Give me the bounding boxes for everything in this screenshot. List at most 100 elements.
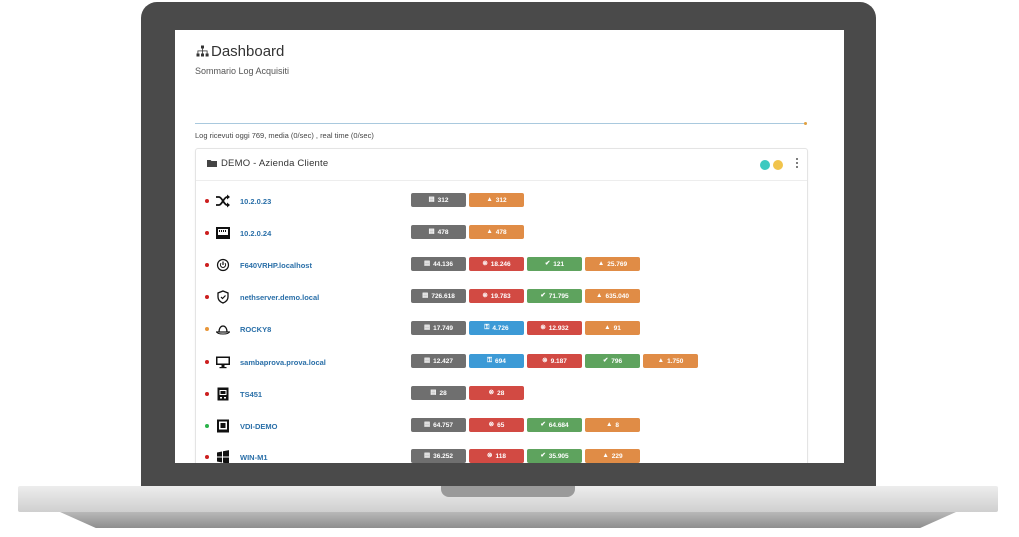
blue-count-badge[interactable]: ⚿ 694	[469, 354, 524, 368]
orange-count-badge[interactable]: ▲ 91	[585, 321, 640, 335]
badge-value: 64.757	[433, 421, 454, 429]
host-row[interactable]: 10.2.0.24 ▤ 478 ▲ 478	[196, 225, 807, 245]
badge-value: 1.750	[667, 357, 684, 365]
host-name-link[interactable]: nethserver.demo.local	[240, 293, 320, 302]
red-count-badge[interactable]: ⊗ 19.783	[469, 289, 524, 303]
more-options-icon[interactable]	[796, 158, 799, 170]
badge-value: 726.618	[431, 292, 455, 300]
status-indicator-yellow	[773, 160, 783, 170]
page-header: Dashboard	[196, 43, 284, 60]
orange-count-badge[interactable]: ▲ 229	[585, 449, 640, 463]
list-icon: ▤	[423, 259, 431, 267]
orange-count-badge[interactable]: ▲ 635.040	[585, 289, 640, 303]
host-row[interactable]: sambaprova.prova.local ▤ 12.427 ⚿ 694 ⊗ 9.187 ✔…	[196, 354, 807, 374]
gray-count-badge[interactable]: ▤ 64.757	[411, 418, 466, 432]
host-status-dot	[205, 199, 209, 203]
host-name-link[interactable]: VDI-DEMO	[240, 422, 278, 431]
host-row[interactable]: F640VRHP.localhost ▤ 44.136 ⊗ 18.246 ✔ 121 ▲ 25.…	[196, 257, 807, 277]
host-status-dot	[205, 231, 209, 235]
warning-icon: ▲	[486, 195, 493, 203]
red-count-badge[interactable]: ⊗ 9.187	[527, 354, 582, 368]
orange-count-badge[interactable]: ▲ 25.769	[585, 257, 640, 271]
badge-value: 36.252	[433, 452, 454, 460]
host-name-link[interactable]: TS451	[240, 390, 263, 399]
green-count-badge[interactable]: ✔ 35.905	[527, 449, 582, 463]
red-count-badge[interactable]: ⊗ 18.246	[469, 257, 524, 271]
gray-count-badge[interactable]: ▤ 28	[411, 386, 466, 400]
gray-count-badge[interactable]: ▤ 17.749	[411, 321, 466, 335]
host-name-link[interactable]: ROCKY8	[240, 325, 272, 334]
page-subtitle: Sommario Log Acquisiti	[195, 66, 290, 76]
host-row[interactable]: nethserver.demo.local ▤ 726.618 ⊗ 19.783 ✔ 71.…	[196, 289, 807, 309]
warning-icon: ▲	[602, 451, 609, 459]
list-icon: ▤	[428, 227, 435, 235]
error-icon: ⊗	[487, 451, 493, 459]
host-name-link[interactable]: 10.2.0.23	[240, 197, 272, 206]
orange-count-badge[interactable]: ▲ 478	[469, 225, 524, 239]
error-icon: ⊗	[488, 420, 495, 428]
check-icon: ✔	[540, 451, 546, 459]
log-summary: Log ricevuti oggi 769, media (0/sec) , r…	[195, 131, 374, 140]
badge-value: 19.783	[490, 292, 511, 300]
folder-icon	[207, 160, 217, 167]
gray-count-badge[interactable]: ▤ 312	[411, 193, 466, 207]
host-row[interactable]: WIN-M1 ▤ 36.252 ⊗ 118 ✔ 35.905 ▲ 229	[196, 449, 807, 463]
check-icon: ✔	[540, 291, 546, 299]
gray-count-badge[interactable]: ▤ 36.252	[411, 449, 466, 463]
orange-count-badge[interactable]: ▲ 8	[585, 418, 640, 432]
divider-marker	[804, 122, 807, 125]
divider	[195, 123, 806, 124]
host-name-link[interactable]: sambaprova.prova.local	[240, 358, 326, 367]
host-row[interactable]: TS451 ▤ 28 ⊗ 28	[196, 386, 807, 406]
list-icon: ▤	[423, 323, 431, 331]
host-row[interactable]: 10.2.0.23 ▤ 312 ▲ 312	[196, 193, 807, 213]
gray-count-badge[interactable]: ▤ 44.136	[411, 257, 466, 271]
host-name-link[interactable]: 10.2.0.24	[240, 229, 272, 238]
key-icon: ⚿	[484, 323, 490, 331]
host-status-dot	[205, 392, 209, 396]
badge-value: 796	[611, 357, 623, 365]
warning-icon: ▲	[597, 259, 605, 267]
error-icon: ⊗	[540, 323, 546, 331]
red-count-badge[interactable]: ⊗ 65	[469, 418, 524, 432]
green-count-badge[interactable]: ✔ 121	[527, 257, 582, 271]
host-badges: ▤ 28 ⊗ 28	[411, 386, 527, 400]
green-count-badge[interactable]: ✔ 796	[585, 354, 640, 368]
list-icon: ▤	[423, 420, 431, 428]
hat-icon	[215, 322, 231, 336]
badge-value: 229	[611, 452, 623, 460]
blue-count-badge[interactable]: ⚿ 4.726	[469, 321, 524, 335]
host-name-link[interactable]: F640VRHP.localhost	[240, 261, 312, 270]
host-badges: ▤ 312 ▲ 312	[411, 193, 527, 207]
host-badges: ▤ 17.749 ⚿ 4.726 ⊗ 12.932 ▲ 91	[411, 321, 643, 335]
error-icon: ⊗	[482, 291, 488, 299]
green-count-badge[interactable]: ✔ 71.795	[527, 289, 582, 303]
badge-value: 64.684	[548, 421, 569, 429]
power-icon	[215, 258, 231, 272]
host-row[interactable]: ROCKY8 ▤ 17.749 ⚿ 4.726 ⊗ 12.932 ▲ 91	[196, 321, 807, 341]
nas-icon	[215, 387, 231, 401]
green-count-badge[interactable]: ✔ 64.684	[527, 418, 582, 432]
gray-count-badge[interactable]: ▤ 726.618	[411, 289, 466, 303]
badge-value: 18.246	[490, 260, 511, 268]
host-name-link[interactable]: WIN-M1	[240, 453, 268, 462]
red-count-badge[interactable]: ⊗ 118	[469, 449, 524, 463]
orange-count-badge[interactable]: ▲ 1.750	[643, 354, 698, 368]
list-icon: ▤	[422, 291, 429, 299]
status-indicator-teal	[760, 160, 770, 170]
badge-value: 65	[497, 421, 505, 429]
gray-count-badge[interactable]: ▤ 12.427	[411, 354, 466, 368]
monitor-icon	[215, 355, 231, 369]
host-badges: ▤ 36.252 ⊗ 118 ✔ 35.905 ▲ 229	[411, 449, 643, 463]
gray-count-badge[interactable]: ▤ 478	[411, 225, 466, 239]
host-status-dot	[205, 263, 209, 267]
list-icon: ▤	[423, 356, 431, 364]
orange-count-badge[interactable]: ▲ 312	[469, 193, 524, 207]
screen: Dashboard Sommario Log Acquisiti Log ric…	[175, 30, 844, 463]
badge-value: 694	[495, 357, 506, 365]
badge-value: 4.726	[492, 324, 509, 332]
warning-icon: ▲	[657, 356, 665, 364]
host-row[interactable]: VDI-DEMO ▤ 64.757 ⊗ 65 ✔ 64.684 ▲ 8	[196, 418, 807, 438]
red-count-badge[interactable]: ⊗ 28	[469, 386, 524, 400]
red-count-badge[interactable]: ⊗ 12.932	[527, 321, 582, 335]
